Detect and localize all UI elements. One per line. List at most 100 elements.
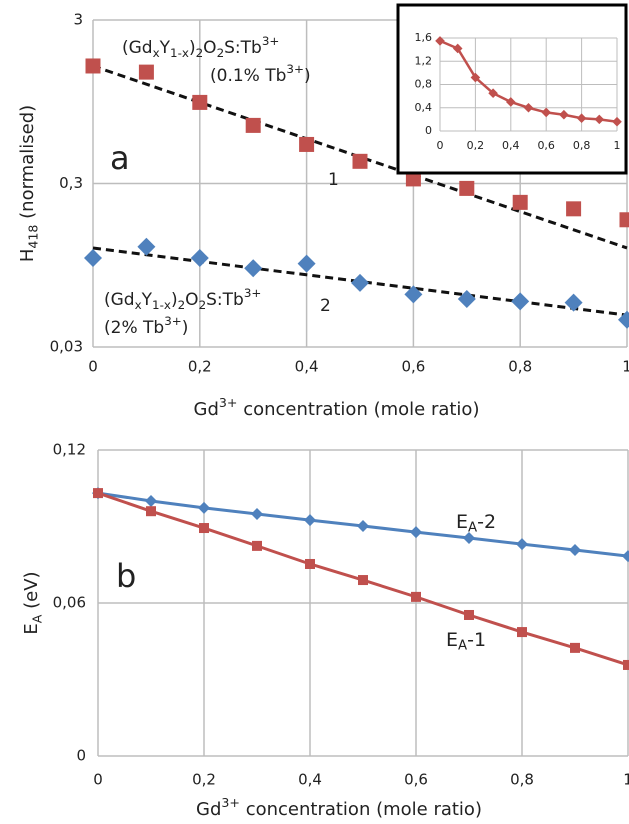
- y-tick-label: 1,6: [415, 31, 433, 44]
- text-part: 3+: [286, 62, 304, 76]
- marker: [618, 310, 629, 329]
- x-tick-label: 0: [437, 139, 444, 152]
- text-part: 2: [217, 46, 225, 60]
- marker: [351, 273, 369, 292]
- marker: [470, 72, 481, 83]
- marker: [352, 153, 368, 169]
- x-tick-label: 0,6: [401, 358, 425, 376]
- marker: [570, 642, 580, 653]
- marker: [84, 249, 102, 268]
- x-tick-label: 0,2: [192, 771, 216, 789]
- x-tick-label: 0: [88, 358, 98, 376]
- marker: [512, 194, 528, 210]
- y-tick-label: 0,3: [59, 174, 83, 192]
- text-part: x: [135, 298, 142, 312]
- marker: [459, 180, 475, 196]
- x-tick-label: 0,2: [188, 358, 212, 376]
- marker: [435, 36, 445, 46]
- text-part: Y: [159, 38, 171, 58]
- marker: [357, 519, 369, 532]
- x-tick-label: 0,6: [404, 771, 428, 789]
- marker: [305, 558, 315, 569]
- marker: [299, 136, 315, 152]
- text-part: 3+: [164, 314, 182, 328]
- y-axis-title: EA (eV): [21, 571, 44, 634]
- text-part: (normalised): [17, 105, 38, 225]
- text-part: (2% Tb: [104, 318, 164, 338]
- trend-line: [92, 246, 628, 317]
- marker: [146, 506, 156, 517]
- marker: [541, 107, 551, 118]
- text-part: 1-x: [152, 298, 171, 312]
- marker: [411, 591, 421, 602]
- annotation: (0.1% Tb3+): [210, 62, 311, 86]
- marker: [297, 254, 316, 273]
- marker: [506, 97, 516, 107]
- text-part: 1-x: [170, 46, 189, 60]
- x-axis-title: Gd3+ concentration (mole ratio): [196, 794, 482, 820]
- text-part: E: [21, 623, 42, 634]
- x-tick-label: 0,4: [298, 771, 322, 789]
- text-part: E: [456, 511, 468, 533]
- marker: [576, 113, 587, 124]
- annotation: 1: [328, 170, 339, 190]
- marker: [137, 237, 156, 256]
- marker: [358, 575, 368, 586]
- text-part: A: [458, 639, 467, 654]
- x-tick-label: 1: [623, 771, 629, 789]
- marker: [523, 102, 534, 113]
- marker: [517, 627, 527, 638]
- y-tick-label: 0,8: [415, 78, 433, 91]
- marker: [594, 114, 605, 125]
- marker: [405, 171, 421, 187]
- marker: [559, 109, 569, 120]
- y-tick-label: 0,4: [415, 101, 433, 114]
- y-tick-label: 0,06: [53, 594, 86, 612]
- y-tick-label: 0,03: [50, 338, 83, 356]
- marker: [410, 526, 422, 539]
- text-part: ): [304, 66, 311, 86]
- marker: [138, 64, 154, 80]
- y-tick-label: 0: [76, 747, 86, 765]
- marker: [245, 117, 261, 133]
- text-part: concentration (mole ratio): [240, 799, 482, 820]
- text-part: 418: [25, 225, 40, 249]
- marker: [251, 508, 263, 521]
- panel-label: b: [116, 557, 136, 595]
- x-tick-label: 0,6: [537, 139, 555, 152]
- panel-label: a: [110, 139, 130, 177]
- text-part: (Gd: [104, 290, 135, 310]
- text-part: Gd: [194, 399, 219, 420]
- y-tick-label: 1,2: [415, 54, 433, 67]
- text-part: -1: [467, 629, 486, 651]
- marker: [145, 495, 157, 507]
- text-part: 2: [199, 298, 207, 312]
- x-tick-label: 0,8: [573, 139, 591, 152]
- text-part: H: [17, 249, 38, 263]
- marker: [199, 523, 209, 534]
- text-part: 3+: [219, 394, 238, 409]
- x-tick-label: 0,4: [295, 358, 319, 376]
- marker: [190, 249, 209, 268]
- marker: [252, 540, 262, 551]
- x-tick-label: 0,8: [508, 358, 532, 376]
- text-part: -2: [477, 511, 496, 533]
- marker: [85, 58, 101, 74]
- text-part: (eV): [21, 571, 42, 614]
- text-part: Y: [141, 290, 153, 310]
- x-tick-label: 0,8: [510, 771, 534, 789]
- text-part: A: [468, 521, 477, 536]
- text-part: O: [185, 290, 198, 310]
- x-axis-title: Gd3+ concentration (mole ratio): [194, 394, 480, 420]
- text-part: A: [29, 614, 44, 623]
- text-part: ): [171, 290, 178, 310]
- text-part: Gd: [196, 799, 221, 820]
- marker: [452, 43, 463, 54]
- marker: [464, 609, 474, 620]
- text-part: E: [446, 629, 458, 651]
- x-tick-label: 1: [614, 139, 621, 152]
- text-part: 2: [178, 298, 186, 312]
- marker: [198, 501, 210, 514]
- annotation: (GdxY1-x)2O2S:Tb3+: [122, 34, 279, 60]
